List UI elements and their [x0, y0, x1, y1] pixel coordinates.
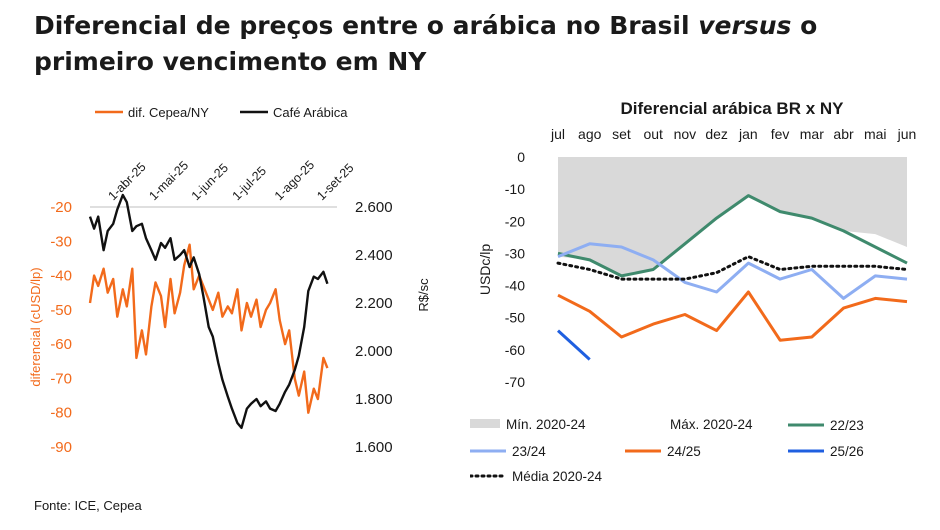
- y-tick-label: -50: [505, 310, 525, 326]
- left-chart: 1-abr-251-mai-251-jun-251-jul-25 1-ago-25…: [28, 105, 431, 456]
- y-tick-label: -60: [505, 342, 525, 358]
- y-left-tick-label: -80: [50, 405, 72, 422]
- minmax-band: [558, 157, 907, 276]
- legend-label-24-25: 24/25: [667, 444, 701, 459]
- y-axis-title: USDc/lp: [477, 244, 493, 296]
- y-left-tick-label: -60: [50, 336, 72, 353]
- y-tick-label: -40: [505, 278, 525, 294]
- month-label-jan: jan: [738, 126, 758, 142]
- y-left-tick-label: -70: [50, 370, 72, 387]
- legend-label-media-2020-24: Média 2020-24: [512, 469, 603, 484]
- month-label-mar: mar: [800, 126, 824, 142]
- x-tick-label: 1-jul-25: [230, 164, 269, 203]
- y-right-tick-label: 2.600: [355, 199, 393, 216]
- right-chart: Diferencial arábica BR x NY jul ago set out n…: [470, 99, 917, 484]
- legend-label-22-23: 22/23: [830, 418, 864, 433]
- legend-label-1: Café Arábica: [273, 105, 348, 120]
- legend-label-max: Máx. 2020-24: [670, 417, 753, 432]
- x-tick-label: 1-set-25: [314, 161, 356, 203]
- x-tick-label: 1-mai-25: [146, 158, 191, 203]
- y-left-tick-label: -40: [50, 268, 72, 285]
- y-right-tick-label: 2.400: [355, 247, 393, 264]
- y-tick-label: 0: [517, 149, 525, 165]
- legend-label-23-24: 23/24: [512, 444, 546, 459]
- legend-swatch-min: [470, 419, 500, 428]
- y-tick-label: -20: [505, 213, 525, 229]
- x-tick-label: 1-abr-25: [105, 160, 148, 203]
- y-left-tick-label: -20: [50, 199, 72, 216]
- month-label-jun: jun: [897, 126, 917, 142]
- page-title: Diferencial de preços entre o arábica no…: [34, 8, 914, 80]
- series-line-media-2020-24: [556, 255, 909, 281]
- month-label-dez: dez: [705, 126, 728, 142]
- x-tick-label: 1-ago-25: [272, 158, 317, 203]
- y-right-tick-label: 1.800: [355, 391, 393, 408]
- legend-label-min: Mín. 2020-24: [506, 417, 586, 432]
- series-line-25-26: [556, 329, 591, 361]
- y-left-axis-title: diferencial (cUSD/lp): [28, 267, 43, 386]
- y-right-axis-title: R$/sc: [416, 278, 431, 312]
- y-right-tick-label: 2.200: [355, 295, 393, 312]
- month-label-abr: abr: [833, 126, 854, 142]
- series-line-dif-cepea-ny: [88, 243, 329, 414]
- series-line-cafe-arabica: [88, 193, 329, 429]
- series-line-24-25: [557, 290, 908, 342]
- y-tick-label: -10: [505, 181, 525, 197]
- series-line-22-23: [557, 194, 908, 278]
- month-label-mai: mai: [864, 126, 887, 142]
- page-title-italic: versus: [698, 11, 792, 40]
- month-label-nov: nov: [674, 126, 697, 142]
- month-label-set: set: [612, 126, 631, 142]
- y-right-tick-label: 1.600: [355, 439, 393, 456]
- legend-label-0: dif. Cepea/NY: [128, 105, 209, 120]
- series-line-23-24: [557, 242, 908, 300]
- month-label-fev: fev: [771, 126, 790, 142]
- month-label-out: out: [643, 126, 663, 142]
- y-tick-label: -30: [505, 245, 525, 261]
- month-label-jul: jul: [550, 126, 565, 142]
- month-label-ago: ago: [578, 126, 602, 142]
- x-tick-label: 1-jun-25: [189, 161, 231, 203]
- y-tick-label: -70: [505, 374, 525, 390]
- y-right-tick-label: 2.000: [355, 343, 393, 360]
- y-left-tick-label: -90: [50, 439, 72, 456]
- page-title-part1: Diferencial de preços entre o arábica no…: [34, 11, 699, 40]
- right-chart-title: Diferencial arábica BR x NY: [621, 99, 845, 118]
- legend-label-25-26: 25/26: [830, 444, 864, 459]
- y-left-tick-label: -30: [50, 233, 72, 250]
- source-note: Fonte: ICE, Cepea: [34, 498, 142, 513]
- page-title-part2: o primeiro vencimento em NY: [34, 11, 818, 76]
- y-left-tick-label: -50: [50, 302, 72, 319]
